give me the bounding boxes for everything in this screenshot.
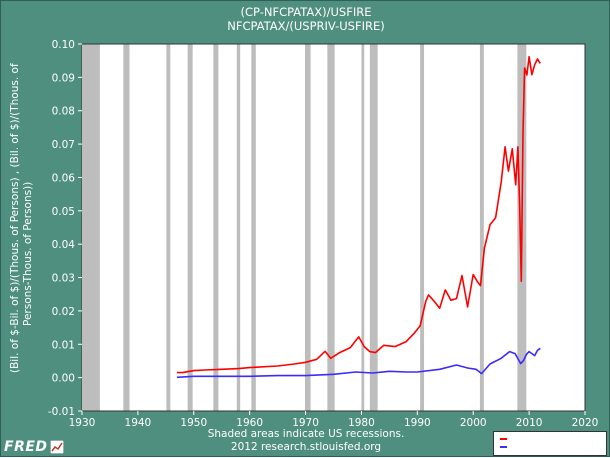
recession-band-8 bbox=[327, 44, 335, 411]
y-tick-label: -0.01 bbox=[48, 406, 75, 418]
recession-band-3 bbox=[187, 44, 193, 411]
recession-band-2 bbox=[166, 44, 171, 411]
fred-logo-text: FRED bbox=[4, 438, 48, 455]
x-tick-label: 1980 bbox=[348, 417, 375, 429]
source-note: 2012 research.stlouisfed.org bbox=[230, 441, 382, 453]
recession-band-10 bbox=[369, 44, 378, 411]
y-tick-label: 0.06 bbox=[52, 172, 76, 184]
x-tick-label: 1960 bbox=[236, 417, 263, 429]
recession-band-1 bbox=[123, 44, 130, 411]
recession-band-9 bbox=[361, 44, 365, 411]
x-tick-label: 1950 bbox=[180, 417, 207, 429]
legend-swatch-series-1 bbox=[500, 438, 507, 440]
recession-band-12 bbox=[479, 44, 484, 411]
x-tick-label: 2000 bbox=[460, 417, 487, 429]
y-tick-label: 0.05 bbox=[52, 206, 75, 218]
chart-title-line-1: (CP-NFCPATAX)/USFIRE bbox=[240, 5, 372, 19]
recession-band-7 bbox=[304, 44, 311, 411]
y-tick-label: 0.03 bbox=[52, 273, 75, 285]
fred-logo[interactable]: FRED bbox=[4, 438, 64, 455]
y-tick-label: 0.10 bbox=[52, 39, 75, 51]
x-tick-label: 1930 bbox=[69, 417, 96, 429]
legend bbox=[493, 431, 607, 456]
x-tick-label: 1970 bbox=[292, 417, 319, 429]
recession-note: Shaded areas indicate US recessions. bbox=[207, 428, 405, 440]
x-tick-label: 1990 bbox=[404, 417, 431, 429]
x-tick-label: 2010 bbox=[516, 417, 543, 429]
recession-band-4 bbox=[213, 44, 219, 411]
recession-band-5 bbox=[236, 44, 241, 411]
y-tick-label: 0.08 bbox=[52, 106, 75, 118]
y-tick-label: 0.01 bbox=[52, 339, 75, 351]
x-tick-label: 2020 bbox=[572, 417, 599, 429]
y-tick-label: 0.02 bbox=[52, 306, 75, 318]
recession-band-6 bbox=[251, 44, 256, 411]
chart-title-line-2: NFCPATAX/(USPRIV-USFIRE) bbox=[227, 19, 385, 33]
series-line-2 bbox=[176, 347, 541, 379]
y-tick-label: 0.00 bbox=[52, 373, 75, 385]
y-tick-label: 0.04 bbox=[52, 239, 76, 251]
recession-band-0 bbox=[82, 44, 100, 411]
x-tick-label: 1940 bbox=[125, 417, 152, 429]
fred-chart-icon bbox=[49, 439, 64, 454]
y-tick-label: 0.07 bbox=[52, 139, 75, 151]
recession-band-11 bbox=[420, 44, 425, 411]
series-line-1 bbox=[177, 55, 541, 374]
y-tick-label: 0.09 bbox=[52, 72, 75, 84]
legend-swatch-series-2 bbox=[500, 446, 507, 448]
